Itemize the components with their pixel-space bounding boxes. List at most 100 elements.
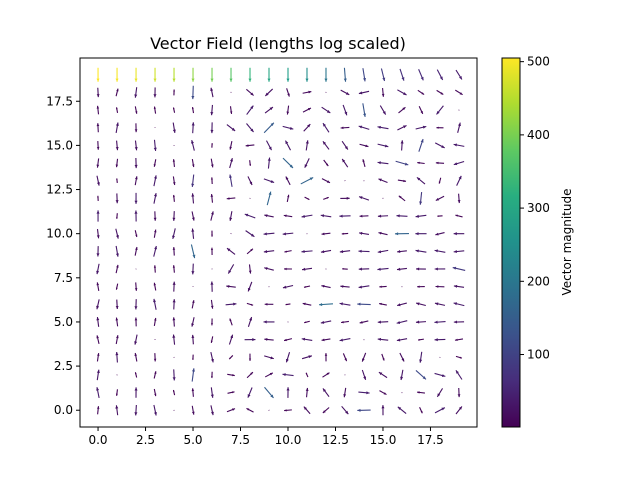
vector-arrow (153, 229, 157, 238)
vector-arrow (417, 161, 425, 165)
vector-arrow (190, 244, 196, 259)
vector-arrow (417, 89, 425, 95)
vector-arrow (379, 105, 387, 115)
vector-arrow (172, 107, 176, 113)
vector-arrow (134, 87, 138, 98)
vector-arrow (282, 373, 294, 377)
x-tick-label: 0.0 (88, 433, 107, 447)
vector-arrow (172, 317, 176, 327)
vector-arrow (286, 387, 290, 398)
vector-arrow (153, 175, 157, 187)
vector-arrow (191, 122, 195, 134)
vector-arrow (378, 231, 388, 236)
vector-arrow (96, 406, 100, 415)
vector-arrow (453, 284, 465, 288)
vector-arrow (210, 299, 214, 309)
vector-arrow (96, 282, 100, 291)
vector-arrow (378, 178, 388, 184)
vector-arrow (210, 247, 214, 255)
vector-arrow (453, 302, 465, 307)
colorbar-label: Vector magnitude (560, 189, 574, 296)
vector-arrow (418, 69, 424, 81)
vector-arrow (358, 285, 370, 289)
vector-arrow (301, 214, 313, 218)
vector-arrow (228, 174, 233, 187)
vector-arrow (397, 124, 407, 131)
vector-arrow (339, 250, 351, 254)
vector-arrow (264, 302, 274, 306)
vector-arrow (301, 337, 313, 342)
vector-arrow (322, 122, 330, 133)
vector-arrow (286, 194, 290, 203)
vector-arrow (339, 338, 351, 342)
vector-arrow (192, 354, 194, 360)
vector-arrow (264, 338, 274, 341)
vector-arrow (172, 369, 176, 381)
vector-arrow (134, 157, 138, 169)
vector-arrow (400, 369, 404, 381)
vector-arrow (96, 158, 100, 168)
colorbar-tick-label: 500 (527, 55, 550, 69)
vector-arrow (322, 372, 330, 378)
vector-arrow (452, 266, 466, 271)
vector-arrow (397, 406, 407, 415)
vector-arrow (455, 89, 463, 96)
vector-arrow (398, 195, 406, 202)
vector-arrow (340, 196, 350, 200)
vector-arrow (191, 317, 195, 327)
vector-arrow (210, 211, 214, 221)
arrow-layer (96, 67, 466, 416)
vector-arrow (210, 104, 214, 116)
vector-arrow (248, 67, 252, 82)
vector-arrow (115, 317, 119, 327)
vector-arrow (341, 158, 349, 168)
x-tick-label: 7.5 (231, 433, 250, 447)
vector-arrow (172, 299, 176, 310)
vector-arrow (455, 214, 463, 218)
vector-arrow (210, 158, 214, 168)
vector-arrow (264, 386, 274, 399)
vector-arrow (417, 338, 424, 341)
vector-arrow (305, 372, 309, 378)
vector-arrow (115, 299, 119, 310)
plot-frame (79, 57, 478, 428)
vector-arrow (134, 67, 138, 82)
vector-arrow (321, 232, 331, 236)
vector-arrow (210, 193, 214, 203)
vector-arrow (377, 161, 389, 165)
vector-arrow (415, 370, 427, 380)
vector-arrow (227, 373, 235, 377)
vector-arrow (340, 126, 350, 130)
vector-arrow (358, 231, 370, 236)
vector-arrow (134, 334, 138, 345)
vector-arrow (305, 67, 309, 82)
vector-arrow (226, 284, 236, 288)
vector-arrow (246, 407, 254, 413)
vector-arrow (96, 246, 100, 257)
vector-arrow (415, 320, 427, 324)
vector-arrow (96, 369, 100, 381)
vector-arrow (419, 191, 423, 205)
vector-arrow (191, 85, 195, 100)
vector-arrow (436, 89, 444, 95)
vector-arrow (396, 214, 408, 218)
vector-arrow (244, 338, 256, 342)
vector-arrow (417, 285, 425, 288)
vector-arrow (153, 317, 157, 327)
vector-arrow (339, 214, 351, 218)
y-tick-label: 12.5 (46, 183, 73, 197)
vector-arrow (134, 299, 138, 310)
vector-arrow (377, 143, 389, 148)
vector-arrow (97, 195, 99, 201)
vector-arrow (434, 142, 445, 149)
x-axis: 0.0 2.5 5.0 7.5 10.0 12.5 15.0 17.5 (88, 427, 444, 447)
vector-arrow (210, 67, 214, 82)
vector-arrow (318, 303, 334, 307)
vector-arrow (455, 370, 463, 380)
vector-arrow (436, 69, 444, 81)
y-tick-label: 5.0 (54, 315, 73, 329)
vector-arrow (172, 159, 176, 167)
vector-arrow (96, 67, 100, 82)
vector-arrow (320, 320, 332, 324)
vector-arrow (434, 407, 446, 414)
